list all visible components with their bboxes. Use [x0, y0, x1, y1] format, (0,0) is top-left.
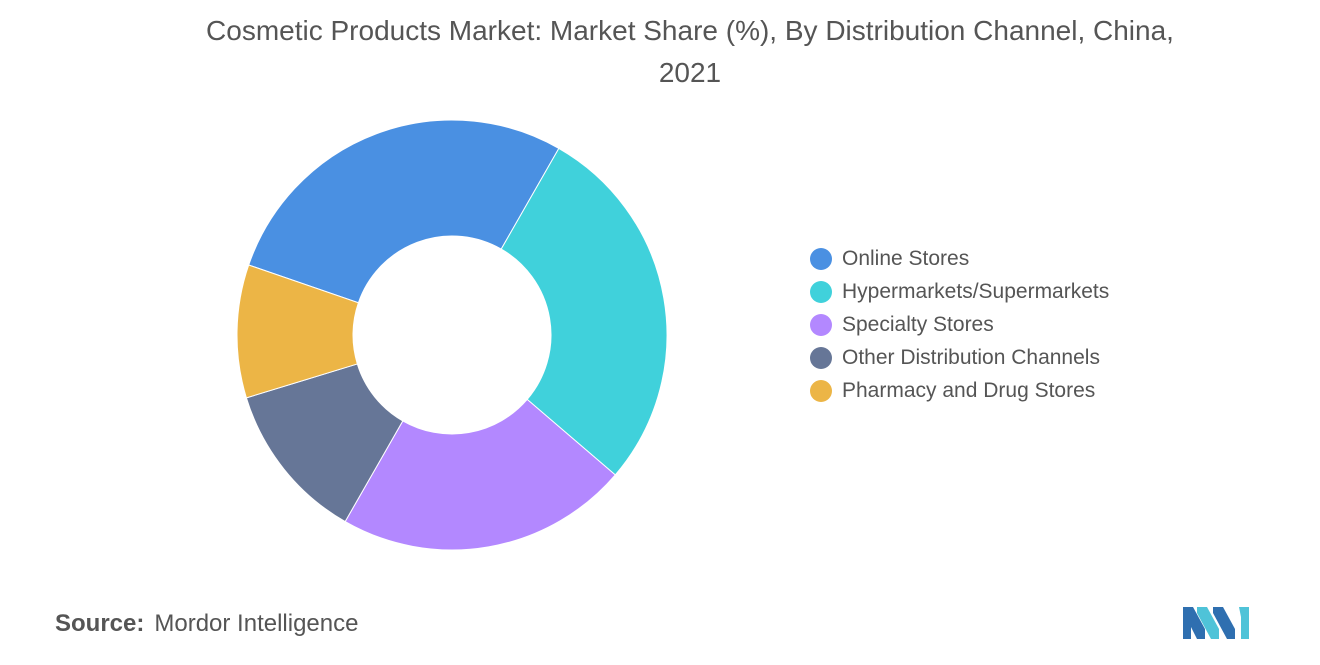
legend-item-other-distribution-channels[interactable]: Other Distribution Channels	[810, 341, 1109, 374]
legend-label-pharmacy-drug-stores: Pharmacy and Drug Stores	[842, 378, 1096, 402]
legend-swatch-specialty-stores	[810, 313, 832, 336]
legend-label-online-stores: Online Stores	[842, 246, 970, 270]
legend-swatch-pharmacy-drug-stores	[810, 379, 832, 402]
source-label: Source:	[55, 610, 145, 637]
donut-slice-online-stores[interactable]	[248, 119, 560, 304]
source-note: Source: Mordor Intelligence	[55, 610, 358, 638]
donut-slice-pharmacy-and-drug-stores[interactable]	[236, 264, 360, 399]
chart-title-line-2: 2021	[658, 57, 722, 88]
mordor-intelligence-logo-icon	[1183, 607, 1249, 639]
legend-label-specialty-stores: Specialty Stores	[842, 312, 994, 336]
legend-swatch-other-distribution-channels	[810, 346, 832, 369]
donut-slice-hypermarkets-supermarkets[interactable]	[500, 147, 668, 476]
source-value: Mordor Intelligence	[154, 610, 359, 637]
legend-swatch-hypermarkets-supermarkets	[810, 280, 832, 303]
legend-item-hypermarkets-supermarkets[interactable]: Hypermarkets/Supermarkets	[810, 275, 1109, 308]
legend-label-hypermarkets-supermarkets: Hypermarkets/Supermarkets	[842, 279, 1110, 303]
chart-title: Cosmetic Products Market: Market Share (…	[0, 10, 1320, 94]
legend-item-specialty-stores[interactable]: Specialty Stores	[810, 308, 1109, 341]
legend-item-pharmacy-drug-stores[interactable]: Pharmacy and Drug Stores	[810, 374, 1109, 407]
legend-label-other-distribution-channels: Other Distribution Channels	[842, 345, 1100, 369]
chart-title-line-1: Cosmetic Products Market: Market Share (…	[206, 15, 1174, 46]
legend-item-online-stores[interactable]: Online Stores	[810, 242, 1109, 275]
chart-legend: Online Stores Hypermarkets/Supermarkets …	[810, 242, 1109, 407]
legend-swatch-online-stores	[810, 247, 832, 270]
donut-slice-specialty-stores[interactable]	[344, 398, 616, 551]
